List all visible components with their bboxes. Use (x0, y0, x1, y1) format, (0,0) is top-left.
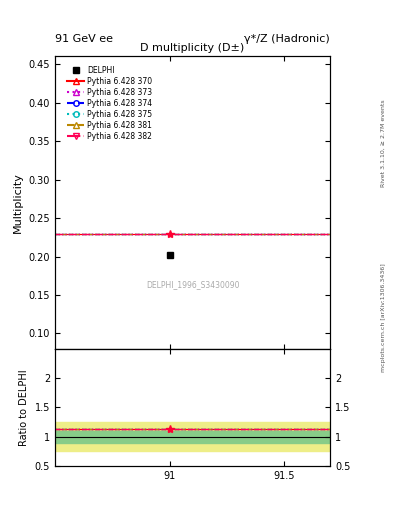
Y-axis label: Ratio to DELPHI: Ratio to DELPHI (19, 369, 29, 446)
Bar (55, 422, 330, 451)
Text: mcplots.cern.ch [arXiv:1306.3436]: mcplots.cern.ch [arXiv:1306.3436] (381, 263, 386, 372)
Legend: DELPHI, Pythia 6.428 370, Pythia 6.428 373, Pythia 6.428 374, Pythia 6.428 375, : DELPHI, Pythia 6.428 370, Pythia 6.428 3… (64, 63, 156, 144)
Text: DELPHI_1996_S3430090: DELPHI_1996_S3430090 (146, 280, 239, 289)
Title: D multiplicity (D±): D multiplicity (D±) (140, 43, 245, 53)
Text: γ*/Z (Hadronic): γ*/Z (Hadronic) (244, 33, 330, 44)
Bar (55, 431, 330, 442)
Y-axis label: Multiplicity: Multiplicity (13, 172, 23, 233)
Text: Rivet 3.1.10, ≥ 2.7M events: Rivet 3.1.10, ≥ 2.7M events (381, 99, 386, 187)
Text: 91 GeV ee: 91 GeV ee (55, 33, 113, 44)
